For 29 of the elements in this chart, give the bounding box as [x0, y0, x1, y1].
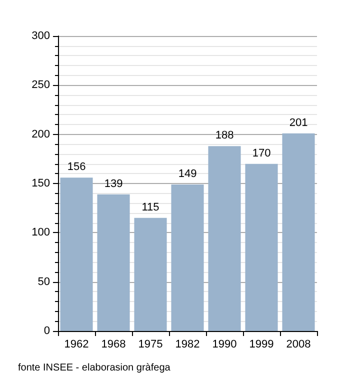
data-label: 149 [178, 168, 197, 180]
data-label: 139 [104, 178, 123, 190]
y-tick-label: 200 [32, 128, 50, 140]
x-tick-label: 1968 [101, 338, 126, 350]
y-tick-label: 100 [32, 226, 50, 239]
source-note: fonte INSEE - elaborasion gràfega [18, 362, 171, 373]
bar [171, 184, 204, 331]
data-label: 115 [142, 201, 160, 214]
x-tick-label: 1999 [249, 338, 274, 350]
bar [282, 133, 315, 331]
y-tick-label: 300 [32, 30, 50, 42]
x-tick-label: 1975 [138, 338, 163, 350]
x-tick-label: 1962 [64, 338, 89, 350]
bar [134, 218, 167, 331]
y-tick-label: 0 [44, 325, 50, 337]
data-label: 201 [289, 116, 308, 129]
x-tick-label: 1982 [175, 338, 200, 350]
x-tick-label: 2008 [286, 338, 311, 350]
y-tick-label: 150 [32, 178, 50, 190]
bar [60, 178, 93, 331]
bar [208, 146, 241, 331]
bar [245, 164, 278, 331]
y-tick-label: 50 [38, 276, 50, 288]
y-tick-label: 250 [32, 79, 50, 92]
bar [97, 194, 130, 331]
data-label: 156 [67, 161, 86, 174]
data-label: 188 [215, 130, 234, 142]
data-label: 170 [252, 147, 271, 160]
x-tick-label: 1990 [212, 338, 237, 350]
